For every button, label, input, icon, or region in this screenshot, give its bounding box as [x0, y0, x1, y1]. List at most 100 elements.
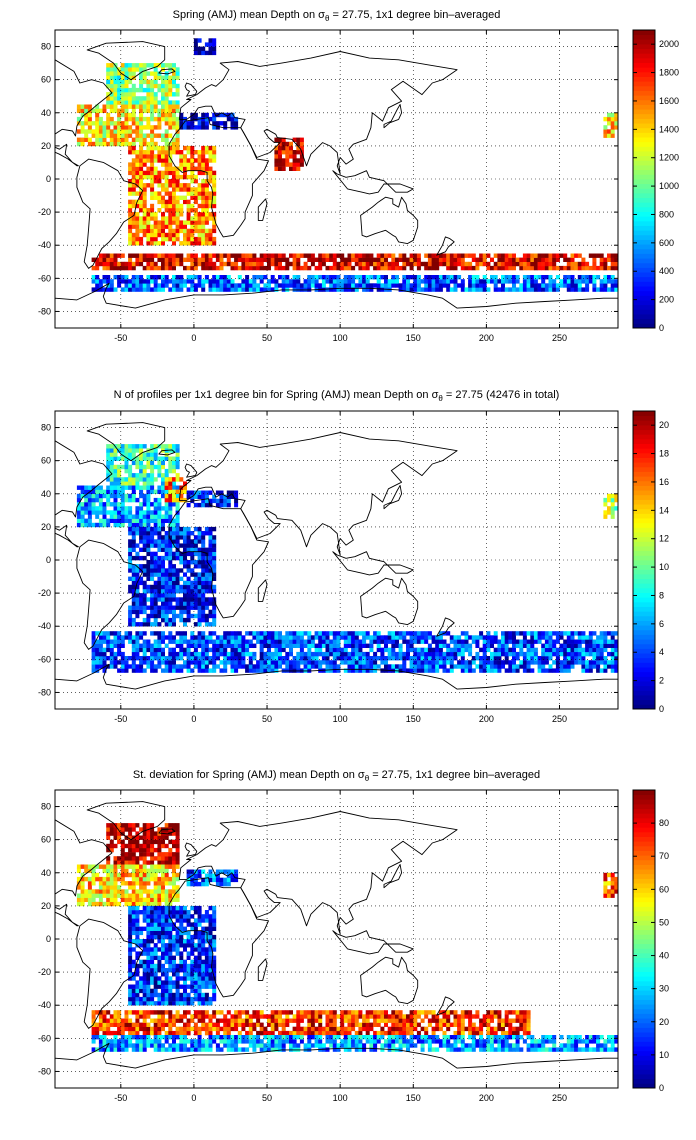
data-bin — [135, 473, 140, 478]
data-bin — [183, 183, 187, 188]
data-bin — [164, 539, 169, 544]
data-bin — [460, 287, 465, 292]
colorbar-swatch — [633, 62, 655, 68]
data-bin — [204, 490, 209, 495]
data-bin — [424, 639, 429, 644]
data-bin — [614, 660, 619, 665]
data-bin — [325, 643, 330, 648]
data-bin — [219, 490, 224, 495]
data-bin — [128, 988, 133, 994]
data-bin — [446, 647, 451, 653]
data-bin — [164, 668, 169, 673]
data-bin — [150, 195, 155, 200]
data-bin — [285, 162, 290, 167]
data-bin — [128, 473, 133, 478]
data-bin — [157, 543, 162, 548]
data-bin — [139, 976, 144, 981]
data-bin — [391, 643, 396, 648]
data-bin — [592, 253, 597, 258]
data-bin — [109, 872, 114, 878]
data-bin — [504, 643, 509, 648]
data-bin — [164, 605, 169, 610]
data-bin — [106, 843, 111, 849]
data-bin — [512, 635, 516, 640]
data-bin — [438, 283, 443, 288]
data-bin — [175, 125, 180, 130]
data-bin — [354, 668, 359, 673]
data-bin — [468, 253, 473, 258]
data-bin — [109, 253, 114, 258]
data-bin — [168, 100, 173, 105]
data-bin — [84, 133, 89, 138]
data-bin — [241, 643, 246, 648]
data-bin — [168, 199, 173, 205]
data-bin — [248, 643, 253, 648]
colorbar-swatch — [633, 127, 655, 133]
data-bin — [139, 635, 144, 640]
data-bin — [230, 660, 235, 665]
data-bin — [193, 166, 198, 171]
data-bin — [190, 275, 195, 280]
data-bin — [204, 275, 209, 280]
data-bin — [406, 643, 410, 648]
data-bin — [157, 63, 162, 68]
data-bin — [193, 660, 198, 665]
data-bin — [212, 539, 217, 544]
data-bin — [161, 104, 165, 109]
data-bin — [179, 609, 184, 615]
data-bin — [570, 651, 575, 657]
data-bin — [219, 660, 224, 665]
data-bin — [142, 216, 147, 221]
data-bin — [362, 279, 367, 284]
data-bin — [526, 643, 531, 648]
data-bin — [223, 287, 228, 292]
data-bin — [336, 253, 341, 258]
data-bin — [128, 506, 133, 511]
data-bin — [139, 253, 144, 258]
data-bin — [369, 668, 374, 673]
data-bin — [179, 485, 184, 490]
data-bin — [139, 856, 144, 861]
data-bin — [427, 287, 432, 292]
data-bin — [106, 635, 111, 640]
data-bin — [413, 257, 418, 262]
data-bin — [139, 216, 144, 221]
data-bin — [106, 868, 111, 873]
data-bin — [201, 154, 206, 159]
data-bin — [193, 208, 198, 213]
data-bin — [113, 885, 118, 890]
data-bin — [131, 283, 136, 288]
data-bin — [120, 889, 125, 894]
data-bin — [329, 253, 334, 258]
data-bin — [87, 141, 92, 147]
data-bin — [128, 141, 133, 147]
colorbar-tick-label: 1600 — [659, 96, 679, 106]
data-bin — [168, 191, 173, 196]
colorbar-swatch — [633, 513, 655, 519]
data-bin — [87, 889, 92, 894]
data-bin — [278, 261, 282, 267]
data-bin — [446, 643, 451, 648]
data-bin — [438, 664, 443, 669]
data-bin — [431, 265, 436, 271]
data-bin — [508, 651, 513, 657]
data-bin — [259, 651, 264, 657]
data-bin — [303, 253, 308, 258]
data-bin — [153, 283, 158, 288]
data-bin — [354, 631, 359, 636]
data-bin — [172, 150, 176, 155]
data-bin — [135, 261, 140, 267]
data-region — [164, 477, 187, 503]
data-bin — [124, 141, 129, 147]
data-bin — [267, 253, 271, 258]
data-bin — [172, 555, 176, 561]
colorbar-swatch — [633, 480, 655, 486]
data-bin — [139, 996, 144, 1002]
data-bin — [131, 843, 136, 849]
data-bin — [120, 108, 125, 113]
data-bin — [139, 564, 144, 569]
data-bin — [146, 224, 151, 229]
data-bin — [164, 121, 169, 126]
data-bin — [128, 631, 133, 636]
data-bin — [234, 647, 239, 653]
